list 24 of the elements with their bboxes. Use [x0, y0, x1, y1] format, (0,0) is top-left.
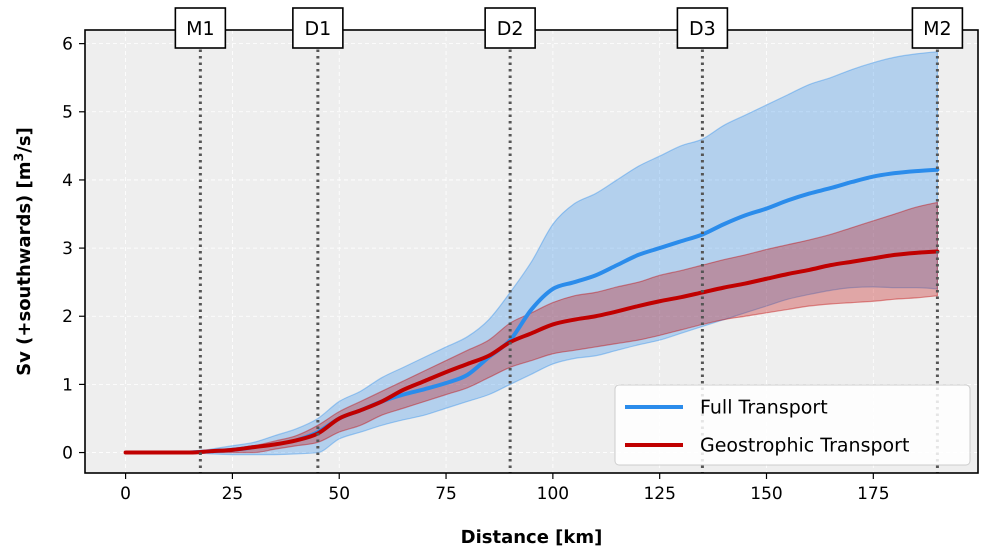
x-axis-title: Distance [km]	[460, 527, 602, 548]
y-tick-label: 5	[62, 102, 73, 123]
x-tick-label: 50	[328, 484, 350, 504]
legend-label: Full Transport	[700, 396, 828, 419]
legend-label: Geostrophic Transport	[700, 434, 910, 457]
x-tick-label: 100	[536, 484, 570, 504]
ref-line-label: M1	[186, 18, 215, 40]
y-tick-label: 0	[62, 444, 73, 464]
x-tick-label: 150	[750, 484, 783, 504]
x-tick-label: 175	[857, 484, 890, 504]
y-tick-label: 2	[62, 307, 73, 328]
line-series	[124, 250, 940, 455]
x-tick-label: 125	[643, 484, 676, 504]
x-tick-label: 0	[120, 484, 132, 504]
ref-line-label: D1	[304, 18, 332, 40]
x-tick-label: 75	[435, 484, 457, 504]
y-tick-label: 3	[62, 239, 73, 260]
y-tick-label: 4	[62, 170, 73, 191]
y-tick-label: 1	[62, 375, 73, 396]
x-tick-label: 25	[222, 484, 244, 504]
y-tick-label: 6	[62, 34, 73, 55]
ref-line-label: D2	[496, 18, 524, 40]
ref-line-label: D3	[689, 18, 716, 40]
ref-line-label: M2	[923, 18, 952, 40]
